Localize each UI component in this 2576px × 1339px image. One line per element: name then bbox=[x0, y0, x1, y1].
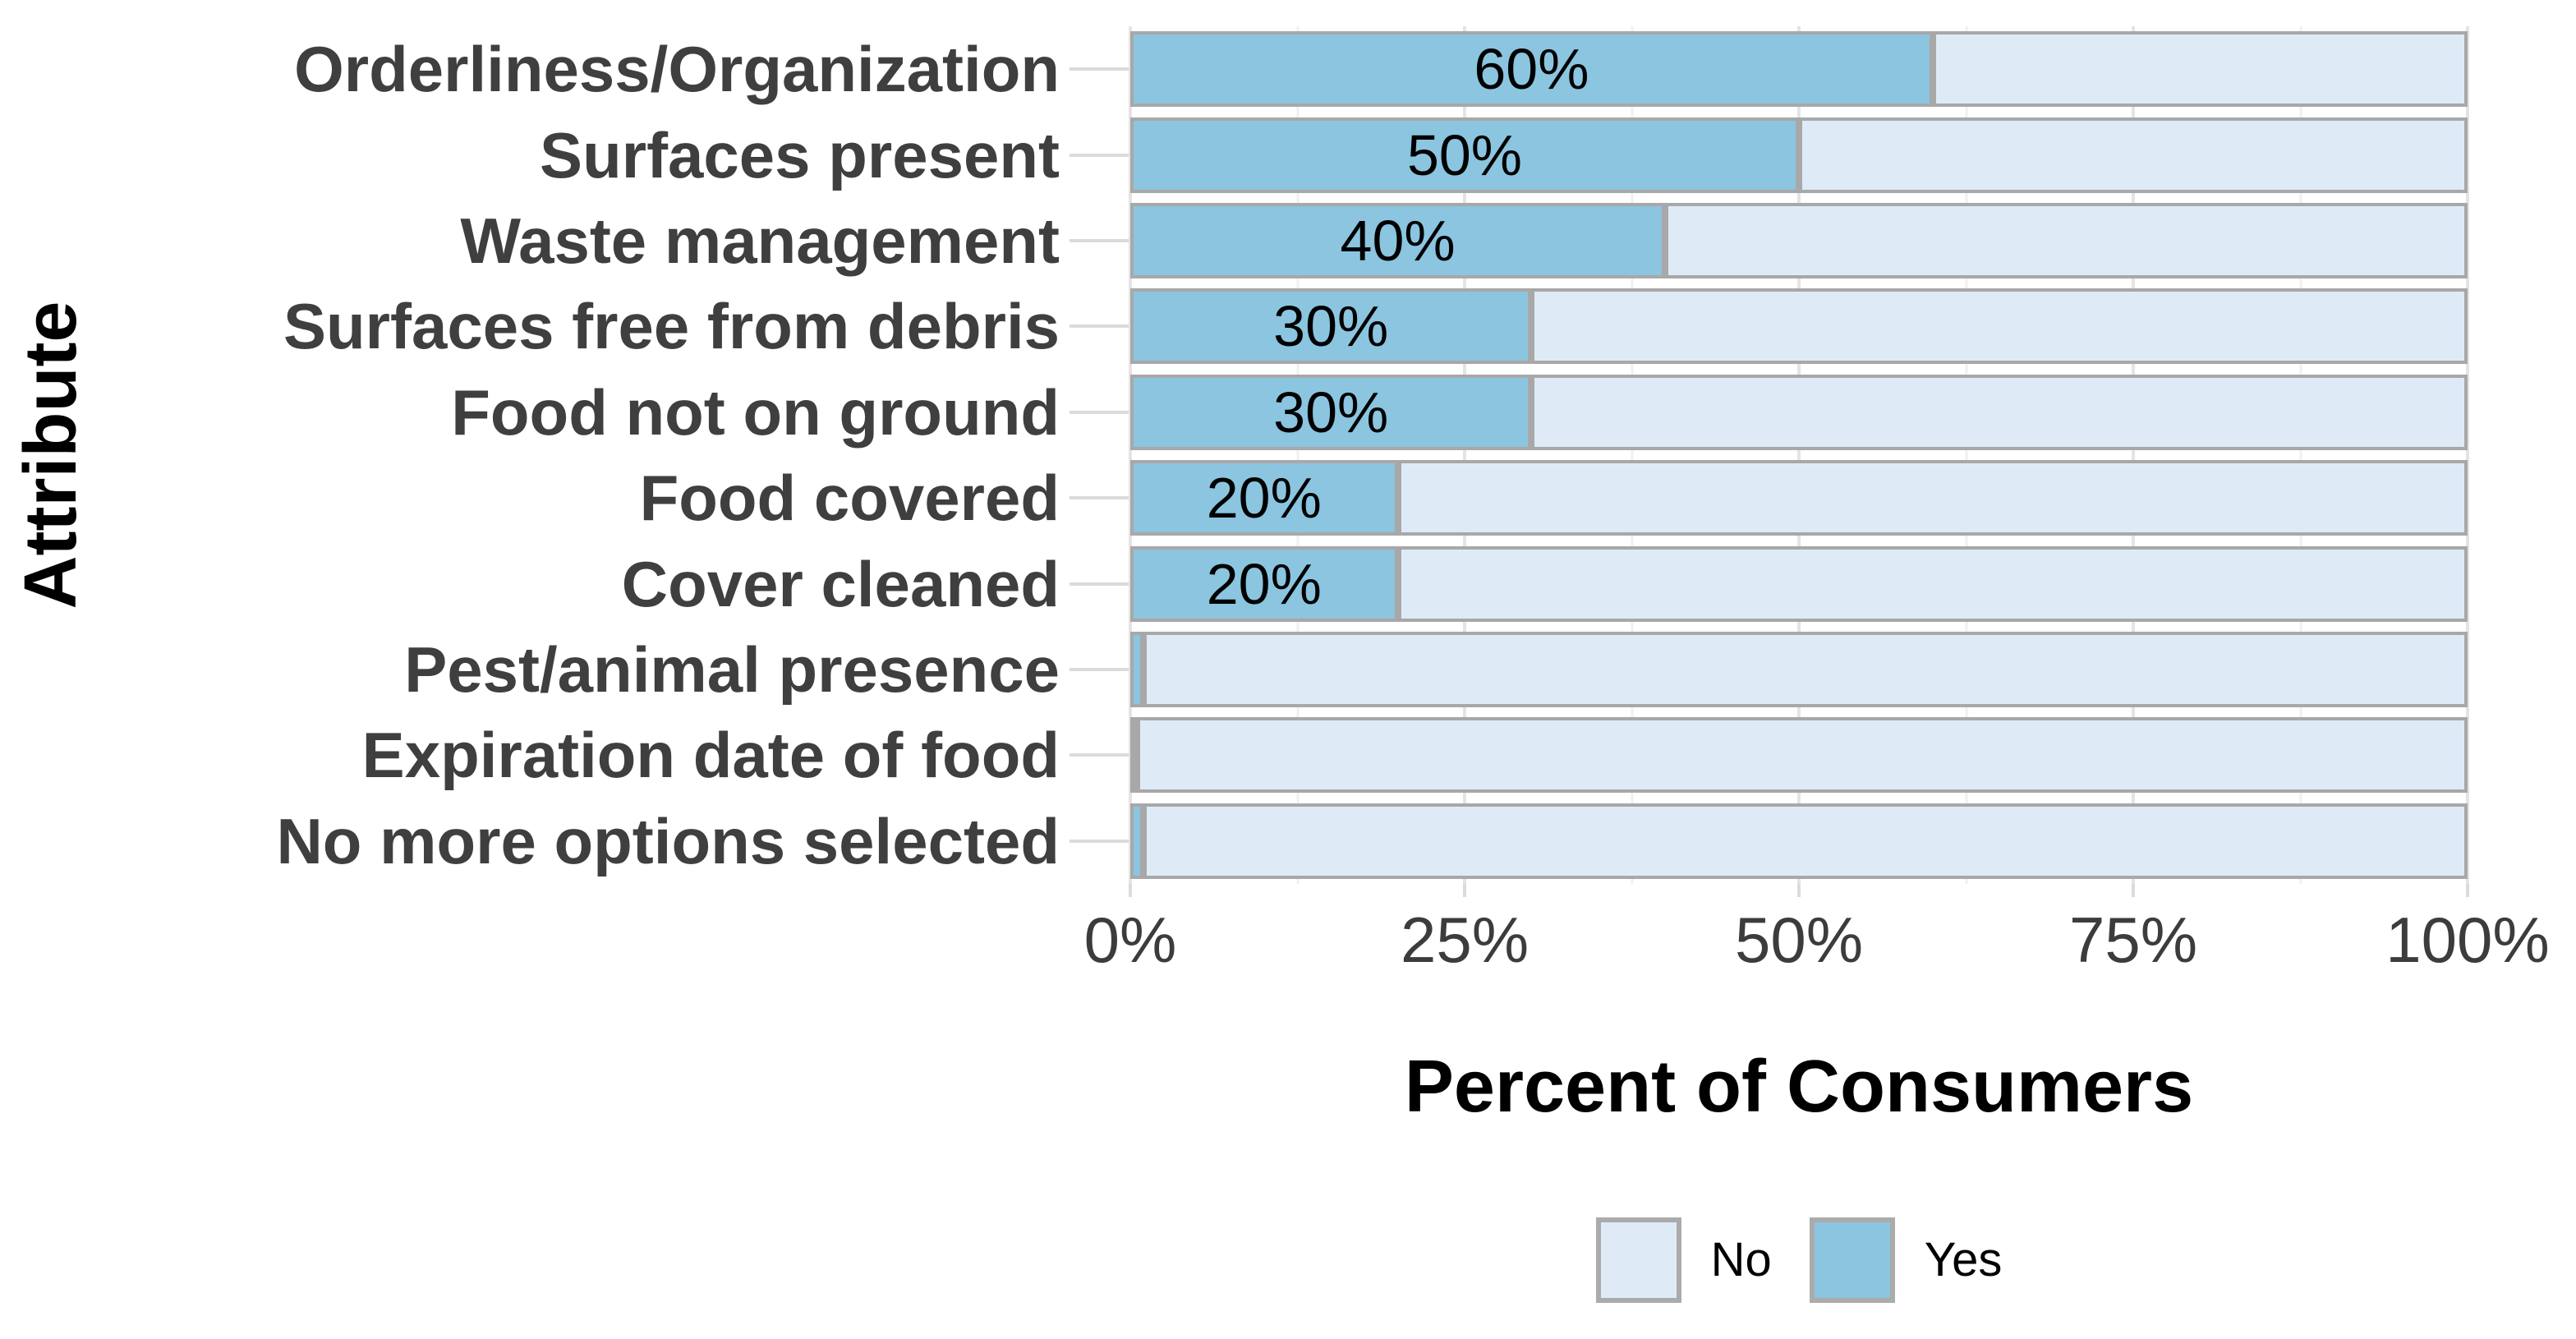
bar-value-label: 20% bbox=[1206, 466, 1322, 531]
bar-row bbox=[1130, 803, 2468, 879]
y-axis-tick bbox=[1070, 839, 1129, 843]
y-axis-category-label: Surfaces free from debris bbox=[283, 290, 1060, 363]
bar-row: 30% bbox=[1130, 288, 2468, 365]
bar-segment-no bbox=[1143, 632, 2468, 707]
y-axis-category-label: No more options selected bbox=[276, 804, 1060, 877]
gridline-minor bbox=[2299, 26, 2302, 884]
x-axis-tick bbox=[1463, 884, 1466, 897]
x-axis-tick-label: 0% bbox=[1083, 904, 1177, 976]
bar-segment-no bbox=[1531, 374, 2468, 450]
gridline-major bbox=[2132, 26, 2135, 884]
x-axis-tick-label: 25% bbox=[1400, 904, 1530, 976]
bar-segment-yes: 40% bbox=[1130, 203, 1666, 278]
gridline-minor bbox=[1631, 26, 1633, 884]
y-axis-tick bbox=[1070, 410, 1129, 414]
bar-segment-yes bbox=[1130, 803, 1144, 879]
bar-segment-yes: 50% bbox=[1130, 117, 1799, 193]
bar-value-label: 30% bbox=[1273, 380, 1389, 444]
y-axis-tick bbox=[1070, 668, 1129, 671]
y-axis-tick bbox=[1070, 67, 1129, 71]
y-axis-title: Attribute bbox=[10, 301, 92, 610]
bar-segment-no bbox=[1531, 288, 2468, 365]
x-axis-tick bbox=[2466, 884, 2469, 897]
bar-segment-no bbox=[1665, 203, 2468, 278]
bar-row: 30% bbox=[1130, 374, 2468, 450]
bar-row: 40% bbox=[1130, 203, 2468, 278]
bar-value-label: 20% bbox=[1206, 551, 1322, 616]
y-axis-category-label: Expiration date of food bbox=[361, 719, 1060, 792]
bar-value-label: 30% bbox=[1273, 294, 1389, 359]
bar-segment-no bbox=[1397, 460, 2468, 536]
y-axis-tick bbox=[1070, 582, 1129, 586]
x-axis-tick-label: 50% bbox=[1734, 904, 1864, 976]
y-axis-tick bbox=[1070, 153, 1129, 157]
gridline-minor bbox=[1965, 26, 1967, 884]
bar-segment-no bbox=[1932, 31, 2468, 108]
y-axis-tick bbox=[1070, 496, 1129, 500]
bar-row: 20% bbox=[1130, 545, 2468, 622]
y-axis-category-label: Waste management bbox=[460, 205, 1060, 277]
x-axis-tick bbox=[1797, 884, 1801, 897]
legend-label: No bbox=[1710, 1233, 1772, 1286]
bar-row bbox=[1130, 717, 2468, 794]
bar-row: 20% bbox=[1130, 460, 2468, 536]
bar-value-label: 50% bbox=[1406, 122, 1523, 187]
bar-segment-yes bbox=[1130, 632, 1144, 707]
legend-item: Yes bbox=[1809, 1217, 2003, 1303]
y-axis-category-label: Food not on ground bbox=[451, 375, 1060, 449]
legend-swatch-yes bbox=[1809, 1217, 1895, 1303]
plot-panel: 60% 50% 40% 30% 30% 20% 20% bbox=[1129, 26, 2469, 884]
bar-row: 60% bbox=[1130, 31, 2468, 108]
bar-segment-no bbox=[1397, 545, 2468, 622]
gridline-major bbox=[1463, 26, 1466, 884]
bar-segment-yes: 30% bbox=[1130, 374, 1532, 450]
legend-label: Yes bbox=[1924, 1233, 2003, 1286]
gridline-major bbox=[1129, 26, 1132, 884]
x-axis-tick-label: 75% bbox=[2068, 904, 2198, 976]
bar-segment-yes: 30% bbox=[1130, 288, 1532, 365]
bar-segment-no bbox=[1799, 117, 2468, 193]
bar-segment-yes: 20% bbox=[1130, 460, 1398, 536]
y-axis-tick bbox=[1070, 239, 1129, 242]
bar-segment-yes: 20% bbox=[1130, 545, 1398, 622]
y-axis-category-label: Surfaces present bbox=[540, 118, 1060, 191]
legend-item: No bbox=[1595, 1217, 1772, 1303]
y-axis-category-label: Cover cleaned bbox=[621, 547, 1060, 620]
bar-segment-yes: 60% bbox=[1130, 31, 1933, 108]
gridline-minor bbox=[1296, 26, 1299, 884]
bar-row: 50% bbox=[1130, 117, 2468, 193]
bar-row bbox=[1130, 632, 2468, 707]
y-axis-tick bbox=[1070, 753, 1129, 757]
legend-swatch-no bbox=[1595, 1217, 1681, 1303]
gridline-major bbox=[2466, 26, 2469, 884]
legend: No Yes bbox=[1130, 1217, 2468, 1303]
gridline-major bbox=[1797, 26, 1801, 884]
y-axis-category-label: Food covered bbox=[639, 462, 1060, 535]
bar-segment-no bbox=[1137, 717, 2468, 794]
y-axis-tick bbox=[1070, 324, 1129, 329]
bar-segment-no bbox=[1143, 803, 2468, 879]
x-axis-title: Percent of Consumers bbox=[1404, 1046, 2194, 1128]
y-axis-category-label: Pest/animal presence bbox=[404, 633, 1060, 706]
y-axis-category-label: Orderliness/Organization bbox=[294, 33, 1060, 106]
bar-value-label: 60% bbox=[1474, 37, 1589, 102]
bar-segment-yes bbox=[1130, 717, 1137, 794]
bar-value-label: 40% bbox=[1340, 209, 1456, 273]
x-axis-tick-label: 100% bbox=[2385, 904, 2550, 976]
x-axis-tick bbox=[1129, 884, 1132, 897]
x-axis-tick bbox=[2132, 884, 2135, 897]
